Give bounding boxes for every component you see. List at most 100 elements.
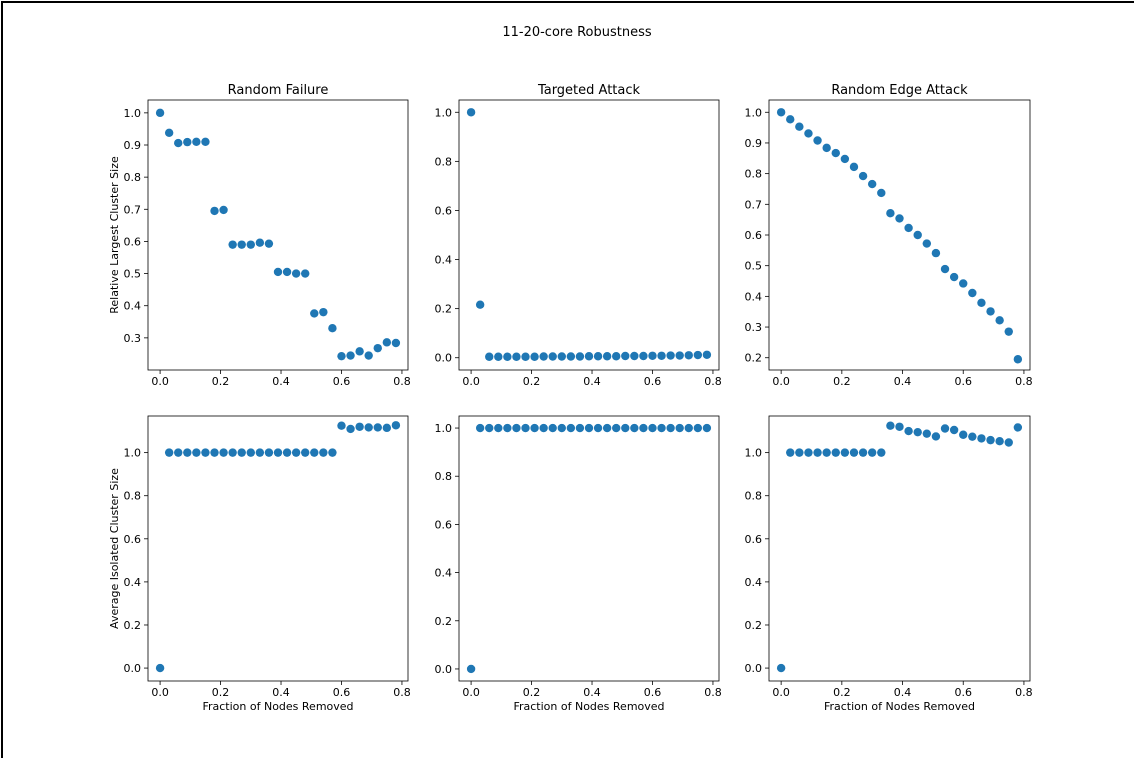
y-tick-label: 0.6: [435, 204, 453, 217]
data-point: [977, 434, 986, 443]
data-point: [858, 171, 868, 181]
data-point: [273, 448, 283, 457]
data-point: [684, 423, 693, 433]
subplot-6: 0.0 0.2 0.4 0.6 0.8 0.0 0.2 0.4 0.6 0.8 1.0 Fractio…: [745, 415, 1033, 713]
y-tick-label: 0.5: [745, 260, 763, 273]
data-point: [977, 298, 986, 308]
data-point: [630, 423, 639, 433]
y-tick-label: 1.0: [435, 106, 453, 119]
data-point: [530, 352, 539, 361]
data-point: [795, 122, 804, 131]
data-point: [584, 352, 594, 361]
data-point: [1004, 327, 1013, 336]
x-tick-label: 0.8: [704, 375, 722, 388]
data-point: [548, 423, 557, 433]
data-point: [813, 448, 822, 457]
y-tick-label: 0.4: [124, 300, 142, 313]
data-point: [255, 238, 265, 247]
data-point: [684, 351, 693, 360]
y-axis-label: Average Isolated Cluster Size: [108, 468, 121, 629]
data-point: [822, 143, 831, 153]
x-tick-label: 0.4: [583, 686, 601, 699]
axes-frame: [458, 99, 720, 371]
x-tick-label: 0.4: [272, 686, 290, 699]
data-point: [512, 352, 521, 361]
data-point: [949, 425, 959, 435]
data-point: [666, 423, 675, 433]
x-tick-label: 0.8: [393, 686, 411, 699]
data-point: [986, 307, 995, 316]
subplot-1: 0.0 0.2 0.4 0.6 0.8 0.3 0.4 0.5 0.6 0.7 0.8 0.9 1.0 R…: [108, 83, 411, 388]
x-tick-label: 0.4: [272, 375, 290, 388]
data-point: [702, 350, 712, 359]
data-point: [210, 206, 219, 216]
data-point: [346, 424, 355, 434]
y-tick-label: 0.7: [745, 198, 763, 211]
data-point: [1013, 423, 1023, 432]
data-point: [959, 279, 968, 288]
x-tick-label: 0.4: [583, 375, 601, 388]
data-point: [475, 300, 485, 309]
data-point: [675, 423, 684, 433]
axes-frame: [147, 99, 409, 371]
data-point: [813, 136, 822, 145]
x-tick-label: 0.0: [462, 375, 480, 388]
y-tick-label: 0.8: [124, 490, 142, 503]
data-point: [913, 427, 922, 437]
data-point: [355, 347, 364, 356]
data-point: [228, 448, 237, 457]
y-tick-label: 0.0: [435, 663, 453, 676]
data-point: [237, 240, 246, 249]
data-point: [612, 352, 621, 361]
y-tick-label: 0.4: [745, 290, 763, 303]
data-point: [548, 352, 557, 361]
x-tick-label: 0.4: [894, 686, 912, 699]
data-point: [949, 272, 959, 282]
data-point: [301, 269, 310, 278]
y-tick-label: 1.0: [124, 447, 142, 460]
y-tick-label: 0.4: [435, 567, 453, 580]
data-point: [291, 448, 301, 457]
data-point: [521, 352, 530, 361]
data-point: [310, 309, 319, 318]
y-tick-label: 0.8: [435, 470, 453, 483]
subplot-2: 0.0 0.2 0.4 0.6 0.8 0.0 0.2 0.4 0.6 0.8 1.0 Targete…: [435, 83, 722, 388]
x-tick-label: 0.0: [462, 686, 480, 699]
x-tick-label: 0.8: [1015, 686, 1033, 699]
axes-frame: [147, 415, 409, 682]
data-point: [310, 448, 319, 457]
x-tick-label: 0.0: [772, 375, 790, 388]
data-point: [831, 148, 840, 158]
x-tick-label: 0.8: [704, 686, 722, 699]
data-point: [328, 324, 337, 333]
y-tick-label: 0.8: [435, 155, 453, 168]
data-point: [228, 240, 237, 249]
data-point: [355, 422, 364, 431]
data-point: [986, 435, 995, 445]
data-point: [886, 421, 895, 430]
x-tick-label: 0.6: [954, 375, 972, 388]
data-point: [219, 448, 228, 457]
data-point: [364, 423, 373, 432]
data-point: [940, 264, 950, 274]
data-point: [174, 448, 183, 457]
data-point: [328, 448, 337, 457]
data-point: [264, 239, 274, 248]
data-point: [337, 421, 346, 430]
data-point: [566, 423, 576, 433]
data-point: [931, 248, 941, 258]
data-point: [557, 423, 566, 433]
data-point: [1004, 438, 1013, 447]
y-tick-label: 0.2: [124, 619, 142, 632]
subplot-5: 0.0 0.2 0.4 0.6 0.8 0.0 0.2 0.4 0.6 0.8 1.0 Fractio…: [435, 415, 722, 713]
y-axis-label: Relative Largest Cluster Size: [108, 156, 121, 314]
y-tick-label: 0.4: [124, 576, 142, 589]
data-point: [201, 137, 210, 146]
data-point: [940, 424, 950, 433]
data-point: [648, 423, 657, 433]
data-point: [301, 448, 310, 457]
data-point: [466, 108, 476, 117]
data-point: [639, 351, 648, 361]
data-point: [521, 423, 530, 433]
